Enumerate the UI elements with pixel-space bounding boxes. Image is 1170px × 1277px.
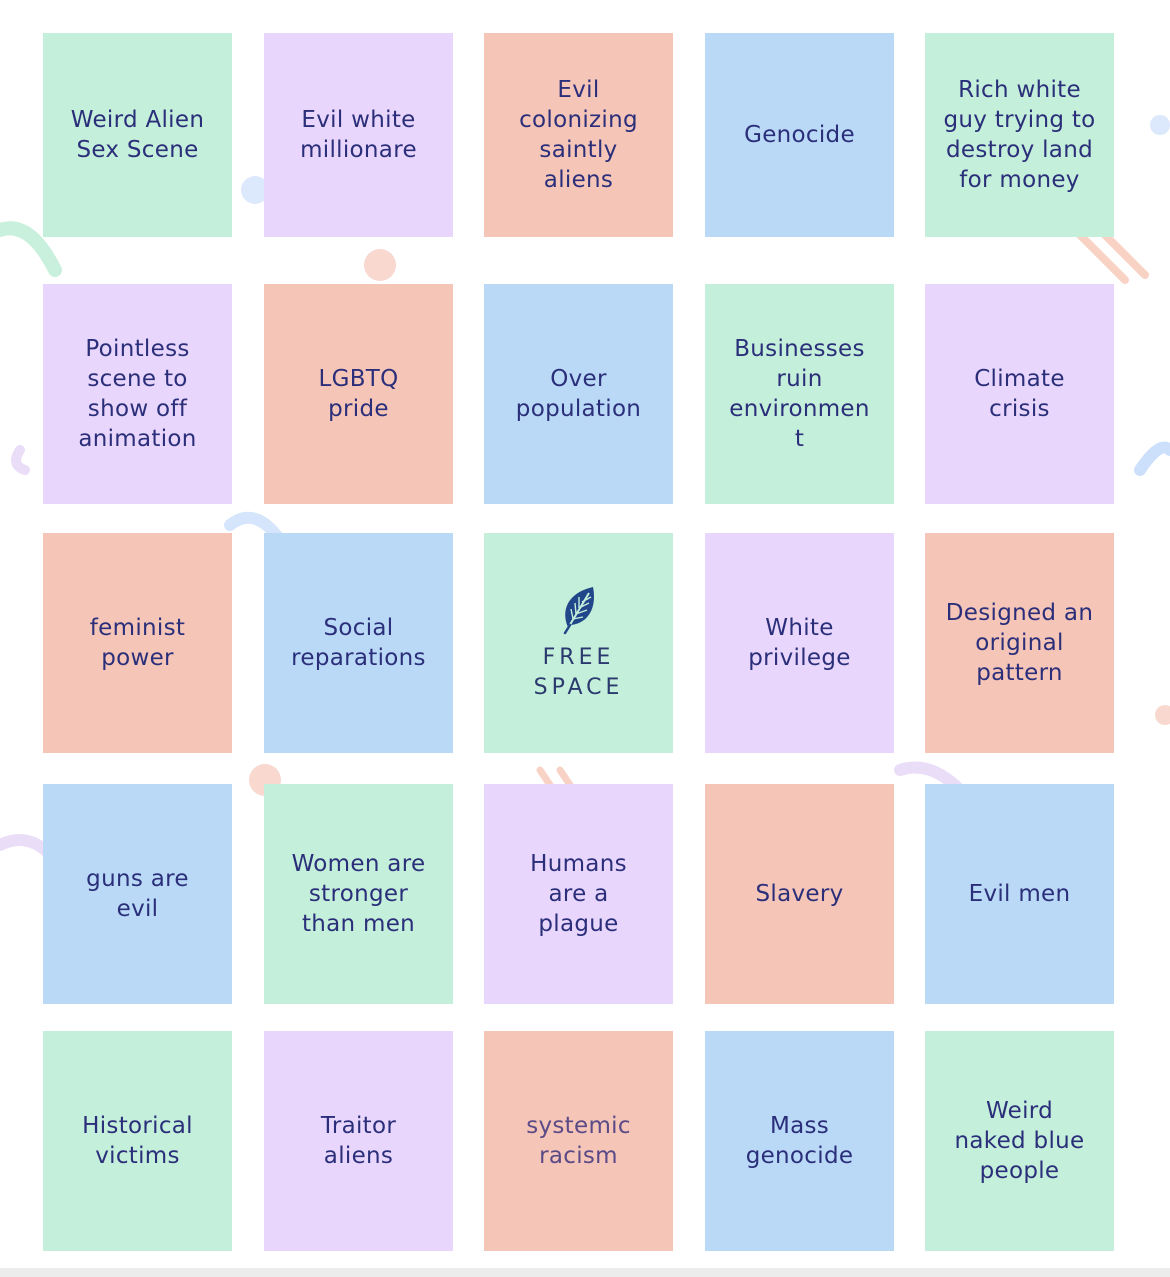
bingo-cell: Historical victims	[43, 1031, 232, 1251]
bingo-cell-label: systemic racism	[526, 1113, 631, 1169]
bingo-cell-label: Evil colonizing saintly aliens	[519, 77, 638, 193]
bingo-cell: Evil white millionare	[264, 33, 453, 237]
bingo-cell-label: Pointless scene to show off animation	[78, 336, 197, 452]
bingo-cell: Businesses ruin environmen t	[705, 284, 894, 504]
bingo-cell-label: Genocide	[744, 122, 855, 148]
bingo-cell-label: Evil men	[968, 881, 1071, 907]
bingo-cell: Mass genocide	[705, 1031, 894, 1251]
bingo-cell-label: Businesses ruin environmen t	[729, 336, 870, 452]
bingo-cell-label: Weird Alien Sex Scene	[70, 107, 205, 163]
free-space-cell: FREE SPACE	[484, 533, 673, 753]
bingo-cell: Climate crisis	[925, 284, 1114, 504]
bingo-cell-label: Over population	[515, 366, 642, 422]
bingo-cell: Social reparations	[264, 533, 453, 753]
bingo-cell: Humans are a plague	[484, 784, 673, 1004]
bingo-cell-label: guns are evil	[86, 866, 189, 922]
bingo-cell-label: Evil white millionare	[300, 107, 417, 163]
bingo-cell: Over population	[484, 284, 673, 504]
bingo-cell: systemic racism	[484, 1031, 673, 1251]
bingo-cell: Weird naked blue people	[925, 1031, 1114, 1251]
bingo-cell: Women are stronger than men	[264, 784, 453, 1004]
free-space-label: FREE SPACE	[533, 645, 624, 700]
bingo-cell: Pointless scene to show off animation	[43, 284, 232, 504]
bingo-cell-label: Rich white guy trying to destroy land fo…	[943, 77, 1096, 193]
bingo-cell: White privilege	[705, 533, 894, 753]
bingo-cell-label: White privilege	[748, 615, 851, 671]
bingo-cell: feminist power	[43, 533, 232, 753]
bingo-cell-label: Mass genocide	[745, 1113, 854, 1169]
leaf-icon	[559, 583, 599, 639]
bingo-cell-label: LGBTQ pride	[318, 366, 399, 422]
bingo-cell: Weird Alien Sex Scene	[43, 33, 232, 237]
bingo-cell: LGBTQ pride	[264, 284, 453, 504]
bingo-cell: Designed an original pattern	[925, 533, 1114, 753]
bingo-cell: Slavery	[705, 784, 894, 1004]
bingo-cell: Rich white guy trying to destroy land fo…	[925, 33, 1114, 237]
bingo-cell: Evil men	[925, 784, 1114, 1004]
bingo-cell: Genocide	[705, 33, 894, 237]
bottom-divider	[0, 1268, 1170, 1277]
bingo-cell-label: Designed an original pattern	[945, 600, 1094, 686]
bingo-cell-label: Humans are a plague	[530, 851, 627, 937]
bingo-cell: Evil colonizing saintly aliens	[484, 33, 673, 237]
bingo-cell-label: Slavery	[755, 881, 844, 907]
bingo-cell-label: Historical victims	[82, 1113, 193, 1169]
bingo-cell-label: Traitor aliens	[320, 1113, 397, 1169]
bingo-cell: Traitor aliens	[264, 1031, 453, 1251]
bingo-cell: guns are evil	[43, 784, 232, 1004]
bingo-cell-label: Climate crisis	[974, 366, 1065, 422]
free-space-content: FREE SPACE	[534, 583, 624, 703]
bingo-cell-label: Social reparations	[291, 615, 426, 671]
bingo-cell-label: Weird naked blue people	[954, 1098, 1085, 1184]
bingo-cell-label: Women are stronger than men	[291, 851, 426, 937]
bingo-cell-label: feminist power	[89, 615, 186, 671]
